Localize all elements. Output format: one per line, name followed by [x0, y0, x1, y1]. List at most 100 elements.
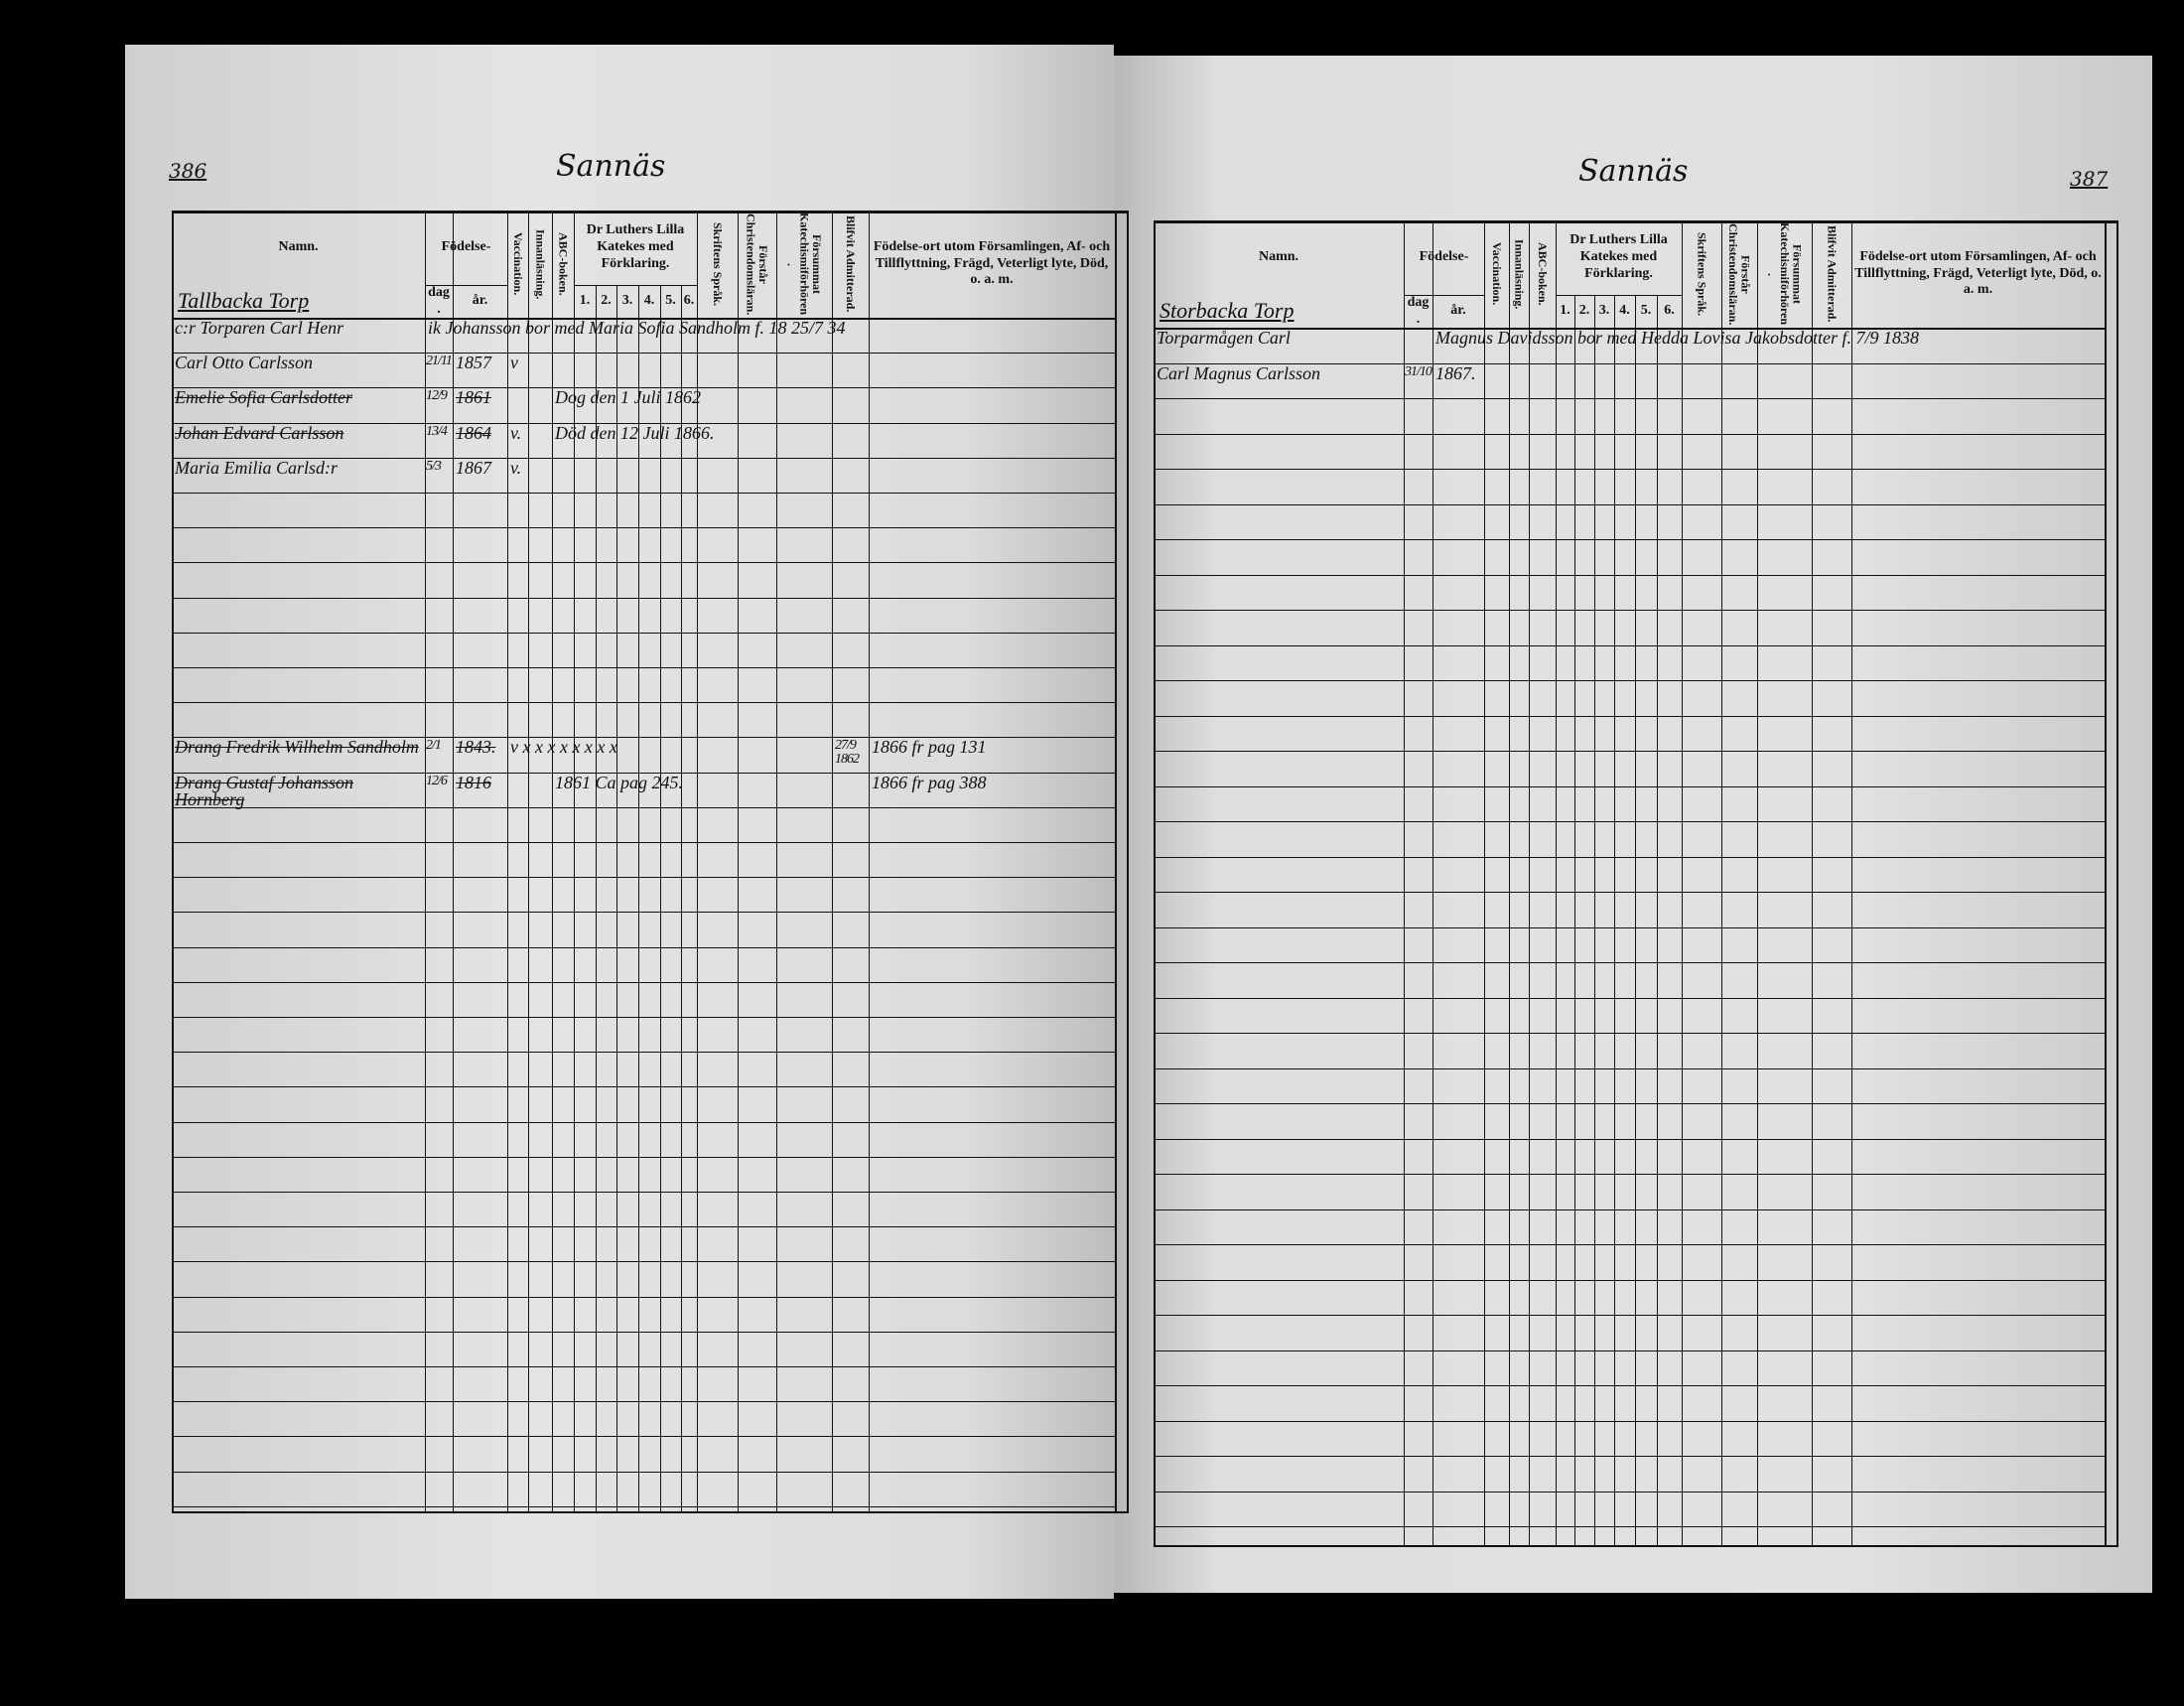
row-rule: [172, 633, 1115, 634]
header-katekes-1: 1.: [579, 293, 591, 309]
entry-note: 1861 Ca pag 245.: [555, 772, 684, 792]
page-number: 387: [2070, 167, 2109, 191]
header-admitterad: Blifvit Admitterad.: [843, 215, 858, 313]
column-rule: [2105, 220, 2107, 1545]
section-heading: Storbacka Torp: [1160, 298, 1295, 323]
row-rule: [172, 1052, 1115, 1053]
column-rule: [697, 211, 698, 1511]
row-rule: [1154, 1068, 2105, 1069]
row-rule: [172, 562, 1115, 563]
column-rule: [1115, 211, 1117, 1511]
row-rule: [172, 423, 1115, 424]
entry-name: Drang Gustaf Johansson Hornberg: [175, 772, 354, 809]
header-katekes-6: 6.: [683, 293, 695, 309]
column-rule: [1635, 295, 1636, 1545]
row-rule: [172, 493, 1115, 494]
section-heading: Tallbacka Torp: [178, 288, 310, 313]
header-vaccination: Vaccination.: [1489, 242, 1504, 306]
outer-rule: [2116, 220, 2118, 1545]
entry-birth-day: 13/4: [426, 423, 448, 439]
entry-admitterad: 27/9 1862: [835, 738, 860, 768]
entry-birth-day: 2/1: [426, 738, 442, 754]
entry-name: c:r Torparen Carl Henr: [175, 318, 344, 338]
row-rule: [1154, 716, 2105, 717]
row-rule: [172, 527, 1115, 528]
header-namn: Namn.: [1258, 249, 1299, 265]
entry-birth-day: 12/6: [426, 773, 448, 788]
header-dag: dag.: [1407, 294, 1430, 327]
column-rule: [552, 211, 553, 1511]
row-rule: [1154, 1385, 2105, 1386]
row-rule: [172, 912, 1115, 913]
column-rule: [832, 211, 833, 1511]
header-katekes-2: 2.: [601, 293, 612, 309]
column-rule: [1851, 220, 1852, 1545]
header-innanlasning: Innanläsning.: [1512, 238, 1527, 310]
entry-birth-year: 1816: [456, 772, 491, 792]
row-rule: [1154, 1526, 2105, 1527]
header-bottom-border: [172, 318, 1115, 320]
header-abc-boken: ABC-boken.: [1535, 242, 1550, 306]
header-skriftens-sprak: Skriftens Språk.: [710, 221, 725, 307]
entry-name: Drang Fredrik Wilhelm Sandholm: [175, 737, 419, 758]
row-rule: [172, 1472, 1115, 1473]
row-rule: [1154, 1315, 2105, 1316]
column-rule: [1757, 220, 1758, 1545]
header-innanlasning: Innanläsning.: [533, 228, 548, 300]
row-rule: [172, 1122, 1115, 1123]
row-rule: [1154, 434, 2105, 435]
entry-name: Carl Magnus Carlsson: [1157, 362, 1321, 383]
row-rule: [172, 1366, 1115, 1367]
header-katekes-5: 5.: [1640, 303, 1652, 319]
row-rule: [172, 1436, 1115, 1437]
row-rule: [172, 353, 1115, 354]
left-page: [125, 45, 1114, 1599]
row-rule: [172, 1157, 1115, 1158]
header-bottom-border: [1154, 328, 2105, 330]
header-fodelse: Födelse-: [441, 239, 491, 255]
header-fodelse: Födelse-: [1419, 249, 1469, 265]
header-katekes-4: 4.: [1619, 303, 1630, 319]
row-rule: [172, 737, 1115, 738]
entry-note: ik Johansson bor med Maria Sofia Sandhol…: [428, 318, 846, 338]
column-rule: [1529, 220, 1530, 1545]
entry-birth-day: 31/10: [1405, 363, 1433, 379]
entry-birth-year: 1867.: [1435, 362, 1476, 383]
entry-name: Emelie Sofia Carlsdotter: [175, 387, 352, 408]
column-rule: [1154, 220, 1156, 1545]
column-rule: [1594, 295, 1595, 1545]
row-rule: [172, 807, 1115, 808]
header-abc-boken: ABC-boken.: [556, 232, 571, 296]
row-rule: [1154, 892, 2105, 893]
row-rule: [1154, 1492, 2105, 1493]
row-rule: [172, 1226, 1115, 1227]
entry-birth-year: 1861: [456, 387, 491, 408]
entry-birth-year: 1867: [456, 457, 491, 478]
row-rule: [1154, 504, 2105, 505]
entry-vaccination: v.: [510, 422, 522, 443]
column-rule: [1509, 220, 1510, 1545]
column-rule: [1484, 220, 1485, 1545]
header-katekes: Dr Luthers Lilla Katekes med Förklaring.: [586, 222, 685, 271]
row-rule: [1154, 363, 2105, 364]
header-admitterad: Blifvit Admitterad.: [1825, 225, 1840, 323]
column-rule: [172, 211, 174, 1511]
row-rule: [1154, 575, 2105, 576]
column-rule: [528, 211, 529, 1511]
katekes-subrule: [574, 285, 697, 286]
header-katekes-6: 6.: [1664, 303, 1675, 319]
row-rule: [172, 702, 1115, 703]
row-rule: [172, 947, 1115, 948]
entry-name: Carl Otto Carlsson: [175, 353, 314, 373]
header-forsummat: Försummat Katechismiförhören.: [1765, 222, 1805, 326]
column-rule: [1556, 220, 1557, 1545]
row-rule: [172, 1017, 1115, 1018]
column-rule: [681, 285, 682, 1511]
page-title: Sannäs: [556, 149, 666, 184]
right-page: [1114, 56, 2152, 1593]
row-rule: [172, 982, 1115, 983]
row-rule: [1154, 786, 2105, 787]
header-namn: Namn.: [278, 239, 319, 255]
row-rule: [172, 842, 1115, 843]
row-rule: [1154, 1244, 2105, 1245]
